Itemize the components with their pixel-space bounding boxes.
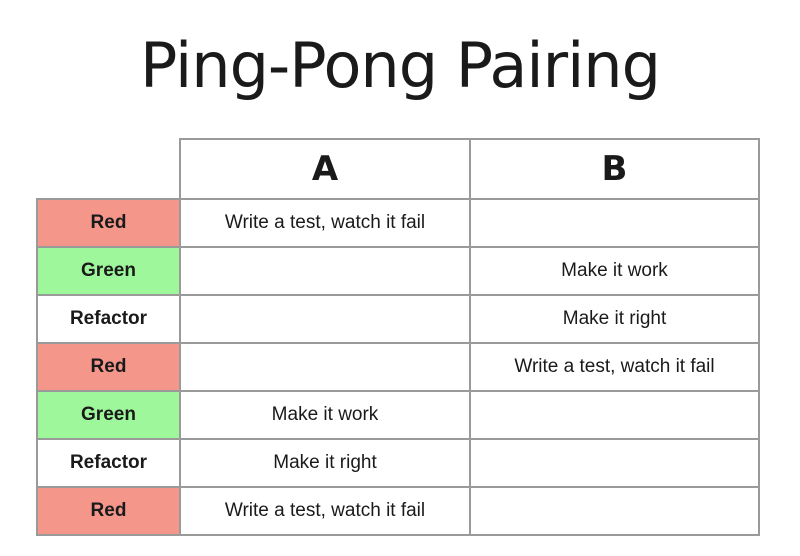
cell-b	[471, 200, 760, 248]
phase-label: Refactor	[36, 296, 181, 344]
cell-a	[181, 344, 471, 392]
pairing-table: A B Red Write a test, watch it fail Gree…	[36, 138, 760, 536]
cell-b	[471, 392, 760, 440]
phase-label: Green	[36, 248, 181, 296]
cell-b	[471, 440, 760, 488]
column-header-a: A	[181, 138, 471, 200]
cell-a: Write a test, watch it fail	[181, 488, 471, 536]
phase-label: Red	[36, 344, 181, 392]
cell-a: Make it work	[181, 392, 471, 440]
phase-label: Red	[36, 200, 181, 248]
phase-label: Refactor	[36, 440, 181, 488]
phase-label: Red	[36, 488, 181, 536]
cell-b: Write a test, watch it fail	[471, 344, 760, 392]
cell-a	[181, 248, 471, 296]
cell-a	[181, 296, 471, 344]
column-header-b: B	[471, 138, 760, 200]
phase-label: Green	[36, 392, 181, 440]
cell-b: Make it right	[471, 296, 760, 344]
cell-a: Make it right	[181, 440, 471, 488]
table-corner	[36, 138, 181, 200]
cell-b: Make it work	[471, 248, 760, 296]
page-title: Ping-Pong Pairing	[140, 29, 661, 102]
cell-a: Write a test, watch it fail	[181, 200, 471, 248]
cell-b	[471, 488, 760, 536]
